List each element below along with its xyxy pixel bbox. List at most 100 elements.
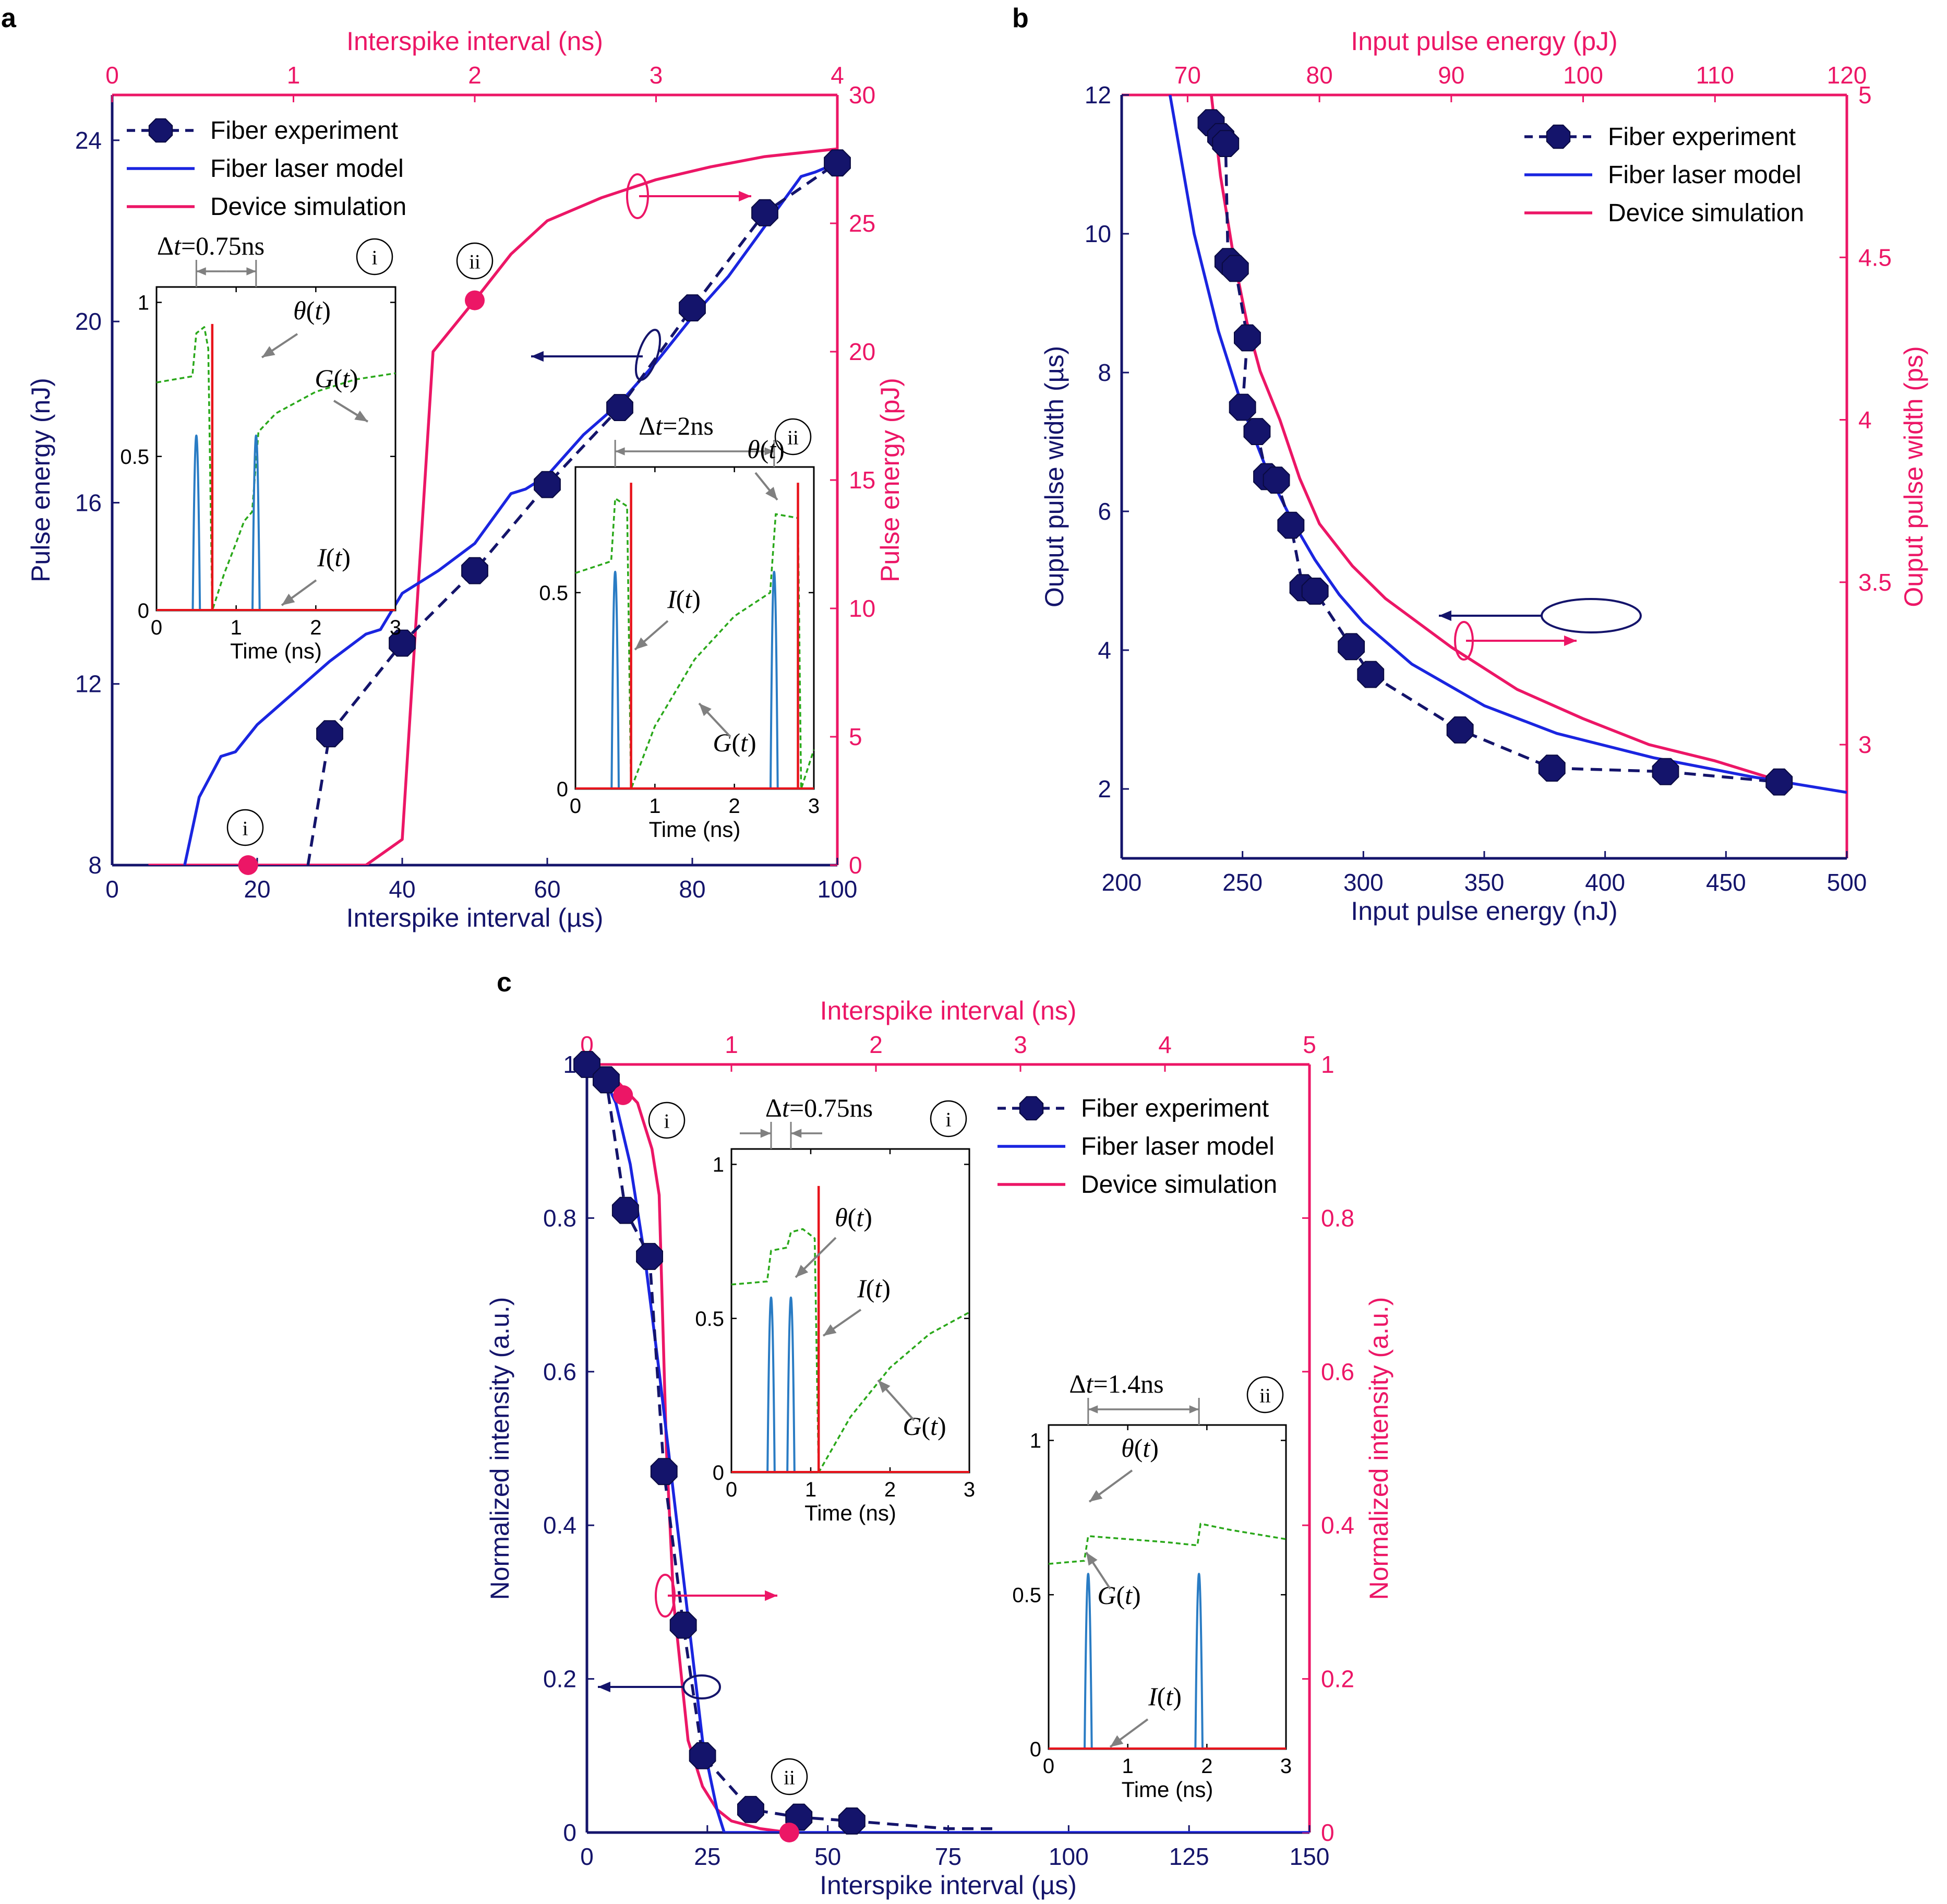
primary-axis-marker-arrow-head	[598, 1681, 610, 1693]
y2-tick-label: 4.5	[1858, 244, 1892, 271]
series-fiber-laser-model-line	[587, 1064, 1309, 1833]
legend-b-swatch-marker	[1546, 124, 1571, 149]
inset-label-I-sym: I	[667, 584, 677, 614]
x-tick-label: 20	[244, 876, 270, 903]
y-tick-label: 12	[1085, 81, 1111, 109]
inset-arrow-I-head	[1110, 1735, 1124, 1747]
inset-x-tick-label: 0	[726, 1478, 737, 1501]
inset-y-tick-label: 0.5	[1012, 1584, 1041, 1607]
inset-badge-text: i	[946, 1108, 952, 1131]
inset-label-I: I(t)	[1148, 1682, 1182, 1711]
inset-x-tick-label: 3	[808, 795, 820, 818]
inset-theta-spike	[1084, 1573, 1093, 1750]
fiber-experiment-point	[679, 294, 706, 321]
fiber-experiment-point	[1765, 768, 1793, 796]
inset-label-theta-open: (	[848, 1203, 857, 1232]
inset-x-tick-label: 3	[1280, 1755, 1292, 1778]
y2-axis-label: Ouput pulse width (ps)	[1899, 346, 1928, 607]
y2-tick-label: 25	[849, 210, 875, 237]
inset-label-G-t: t	[930, 1411, 938, 1441]
y-tick-label: 0.2	[543, 1666, 576, 1693]
inset-label-theta-t: t	[315, 296, 322, 325]
inset-y-tick-label: 0	[557, 778, 568, 801]
panel-letter-a: a	[1, 3, 17, 33]
inset-x-tick-label: 2	[1201, 1755, 1212, 1778]
inset-x-tick-label: 3	[390, 616, 401, 639]
fiber-experiment-point	[1212, 130, 1240, 157]
dt-label-var: t	[655, 411, 663, 440]
dt-label: Δt=2ns	[639, 411, 714, 440]
fiber-experiment-point	[593, 1066, 620, 1094]
inset-arrow-theta-head	[1089, 1490, 1103, 1502]
y2-tick-label: 15	[849, 466, 875, 494]
y2-tick-label: 4	[1858, 406, 1872, 434]
inset-label-theta-open: (	[760, 435, 769, 464]
inset-badge-text: i	[372, 246, 378, 269]
inset-label-I-open: (	[326, 543, 335, 572]
inset-label-theta: θ(t)	[1121, 1433, 1159, 1463]
primary-axis-marker-arrow-head	[531, 351, 544, 362]
dt-arrow-right-head	[1189, 1405, 1199, 1414]
x-tick-label: 150	[1290, 1843, 1330, 1870]
inset-label-G-close: )	[350, 364, 358, 393]
inset-theta-spike	[1194, 1573, 1204, 1750]
x-tick-label: 75	[935, 1843, 962, 1870]
fiber-experiment-point	[389, 629, 416, 657]
x2-tick-label: 80	[1306, 62, 1333, 89]
inset-x-tick-label: 0	[151, 616, 162, 639]
fiber-experiment-point	[824, 149, 851, 177]
inset-label-theta-sym: θ	[747, 435, 760, 464]
inset-label-G-close: )	[938, 1411, 946, 1441]
x2-axis-label: Interspike interval (ns)	[346, 27, 603, 56]
y-tick-label: 4	[1098, 637, 1111, 664]
marker-i-circle	[226, 809, 264, 846]
fiber-experiment-point	[669, 1611, 697, 1639]
y-tick-label: 8	[88, 852, 102, 879]
y-tick-label: 8	[1098, 359, 1111, 386]
y-tick-label: 6	[1098, 498, 1111, 525]
dt-label-delta: Δ	[1069, 1369, 1086, 1398]
x-tick-label: 500	[1827, 869, 1867, 896]
x-tick-label: 400	[1585, 869, 1625, 896]
inset-x-tick-label: 1	[649, 795, 660, 818]
inset-badge-circle	[930, 1100, 967, 1137]
inset-label-theta: θ(t)	[293, 296, 331, 325]
inset-label-theta: θ(t)	[835, 1203, 872, 1232]
y-axis-label: Ouput pulse width (µs)	[1040, 346, 1069, 607]
inset-label-I: I(t)	[857, 1274, 891, 1303]
fiber-experiment-point	[461, 557, 488, 584]
inset-g-curve	[731, 1228, 970, 1474]
dt-arrow-right-head	[246, 267, 256, 276]
inset-x-axis-label: Time (ns)	[1122, 1777, 1213, 1802]
inset-label-I-t: t	[334, 543, 342, 572]
inset-label-I: I(t)	[667, 584, 701, 614]
fiber-experiment-point	[1243, 418, 1271, 445]
dt-label-delta: Δ	[157, 231, 174, 260]
y2-tick-label: 1	[1321, 1051, 1335, 1078]
marker-ii-circle	[771, 1758, 808, 1795]
fiber-experiment-point	[1301, 578, 1329, 605]
marker-i-text: i	[664, 1110, 670, 1132]
dt-label-value: =2ns	[663, 411, 714, 440]
fiber-experiment-point	[1538, 755, 1566, 782]
x-tick-label: 200	[1102, 869, 1142, 896]
inset-label-I-open: (	[676, 584, 685, 614]
x2-axis-label: Interspike interval (ns)	[820, 996, 1077, 1025]
primary-axis-marker-arrow-head	[1439, 610, 1451, 621]
annotation-point	[465, 290, 485, 310]
y-axis-label: Pulse energy (nJ)	[26, 378, 55, 582]
fiber-experiment-point	[1652, 758, 1679, 785]
dt-label: Δt=1.4ns	[1069, 1369, 1163, 1398]
primary-axis-marker-ellipse	[682, 1674, 721, 1699]
inset-label-G: G(t)	[1097, 1580, 1140, 1610]
inset-label-I: I(t)	[317, 543, 351, 572]
y2-tick-label: 3	[1858, 731, 1872, 758]
inset-arrow-theta-head	[262, 346, 275, 357]
y-tick-label: 10	[1085, 220, 1111, 247]
secondary-axis-marker-arrow-head	[739, 190, 751, 202]
inset-badge-text: ii	[1259, 1384, 1271, 1407]
x-tick-label: 50	[814, 1843, 841, 1870]
legend-b-entry: Device simulation	[1608, 199, 1804, 227]
dt-arrow-left-head	[196, 267, 206, 276]
